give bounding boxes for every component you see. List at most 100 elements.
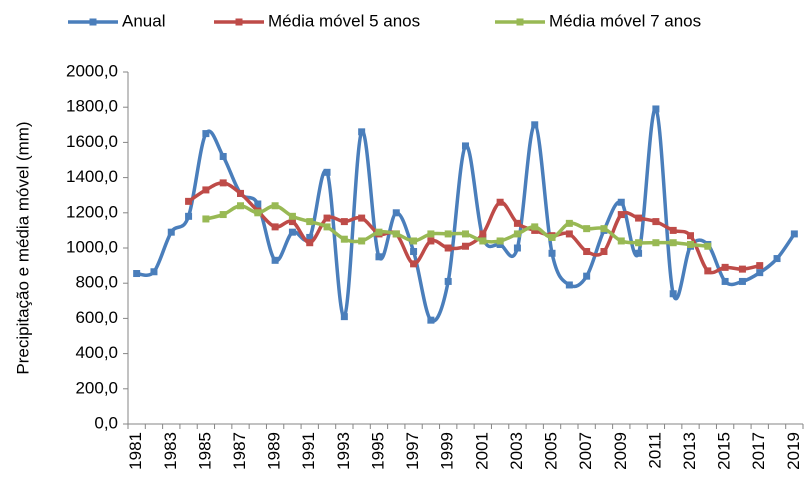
legend-label: Média móvel 5 anos [268,11,420,30]
y-tick-label: 200,0 [75,378,118,397]
point [565,219,573,227]
point [600,248,608,256]
y-tick-label: 600,0 [75,308,118,327]
legend-marker [516,18,524,26]
point [531,121,539,129]
point [583,248,591,256]
point [652,105,660,113]
y-tick-label: 0,0 [94,413,118,432]
point [513,244,521,252]
point [617,237,625,245]
point [271,202,279,210]
point [738,277,746,285]
point [427,316,435,324]
point [652,218,660,226]
point [202,130,210,138]
point [358,237,366,245]
point [565,281,573,289]
y-tick-label: 400,0 [75,343,118,362]
point [635,239,643,247]
legend-marker [235,18,243,26]
y-tick-label: 1800,0 [66,97,118,116]
x-tick-label: 1991 [299,432,318,470]
point [531,223,539,231]
x-tick-label: 1997 [403,432,422,470]
legend-marker [89,18,97,26]
point [617,211,625,219]
x-tick-label: 1983 [161,432,180,470]
x-tick-label: 1981 [126,432,145,470]
point [738,265,746,273]
point [479,237,487,245]
point [306,239,314,247]
point [652,239,660,247]
point [704,242,712,250]
point [288,212,296,220]
point [219,179,227,187]
point [531,226,539,234]
point [133,270,141,278]
point [323,168,331,176]
point [462,142,469,150]
point [462,242,469,250]
point [444,230,452,238]
x-tick-label: 2009 [611,432,630,470]
point [254,209,262,217]
point [254,200,262,208]
x-tick-label: 2005 [542,432,561,470]
point [392,209,400,217]
point [669,239,677,247]
point [721,277,729,285]
point [756,269,764,277]
point [669,226,677,234]
point [323,223,331,231]
point [358,214,366,222]
point [496,237,504,245]
x-tick-label: 2007 [576,432,595,470]
point [202,186,210,194]
x-tick-label: 2001 [472,432,491,470]
point [271,223,279,231]
series-line [187,181,761,275]
x-tick-label: 1995 [368,432,387,470]
point [392,230,400,238]
y-tick-label: 1200,0 [66,202,118,221]
point [479,230,487,238]
point [687,240,694,248]
x-tick-label: 2019 [784,432,803,470]
y-tick-label: 2000,0 [66,61,118,80]
point [548,233,556,241]
point [202,215,210,223]
point [462,230,469,238]
x-tick-label: 1999 [438,432,457,470]
point [773,255,781,263]
point [583,272,591,280]
x-tick-label: 2003 [507,432,526,470]
x-tick-label: 2015 [715,432,734,470]
point [496,198,504,206]
point [306,233,314,241]
point [444,277,452,285]
point [219,152,227,160]
series-line [136,107,796,323]
point [427,230,435,238]
point [721,263,729,271]
y-tick-label: 1000,0 [66,237,118,256]
x-tick-label: 1985 [195,432,214,470]
point [496,240,504,248]
point [271,256,279,264]
point [635,249,643,257]
point [340,235,348,243]
point [306,218,314,226]
point [444,244,452,252]
point [565,230,573,238]
point [790,230,798,238]
x-tick-label: 1993 [334,432,353,470]
point [185,197,193,205]
point [513,219,521,227]
point [600,225,608,233]
legend-label: Anual [122,11,165,30]
point [358,128,366,136]
point [410,237,418,245]
x-tick-label: 1987 [230,432,249,470]
